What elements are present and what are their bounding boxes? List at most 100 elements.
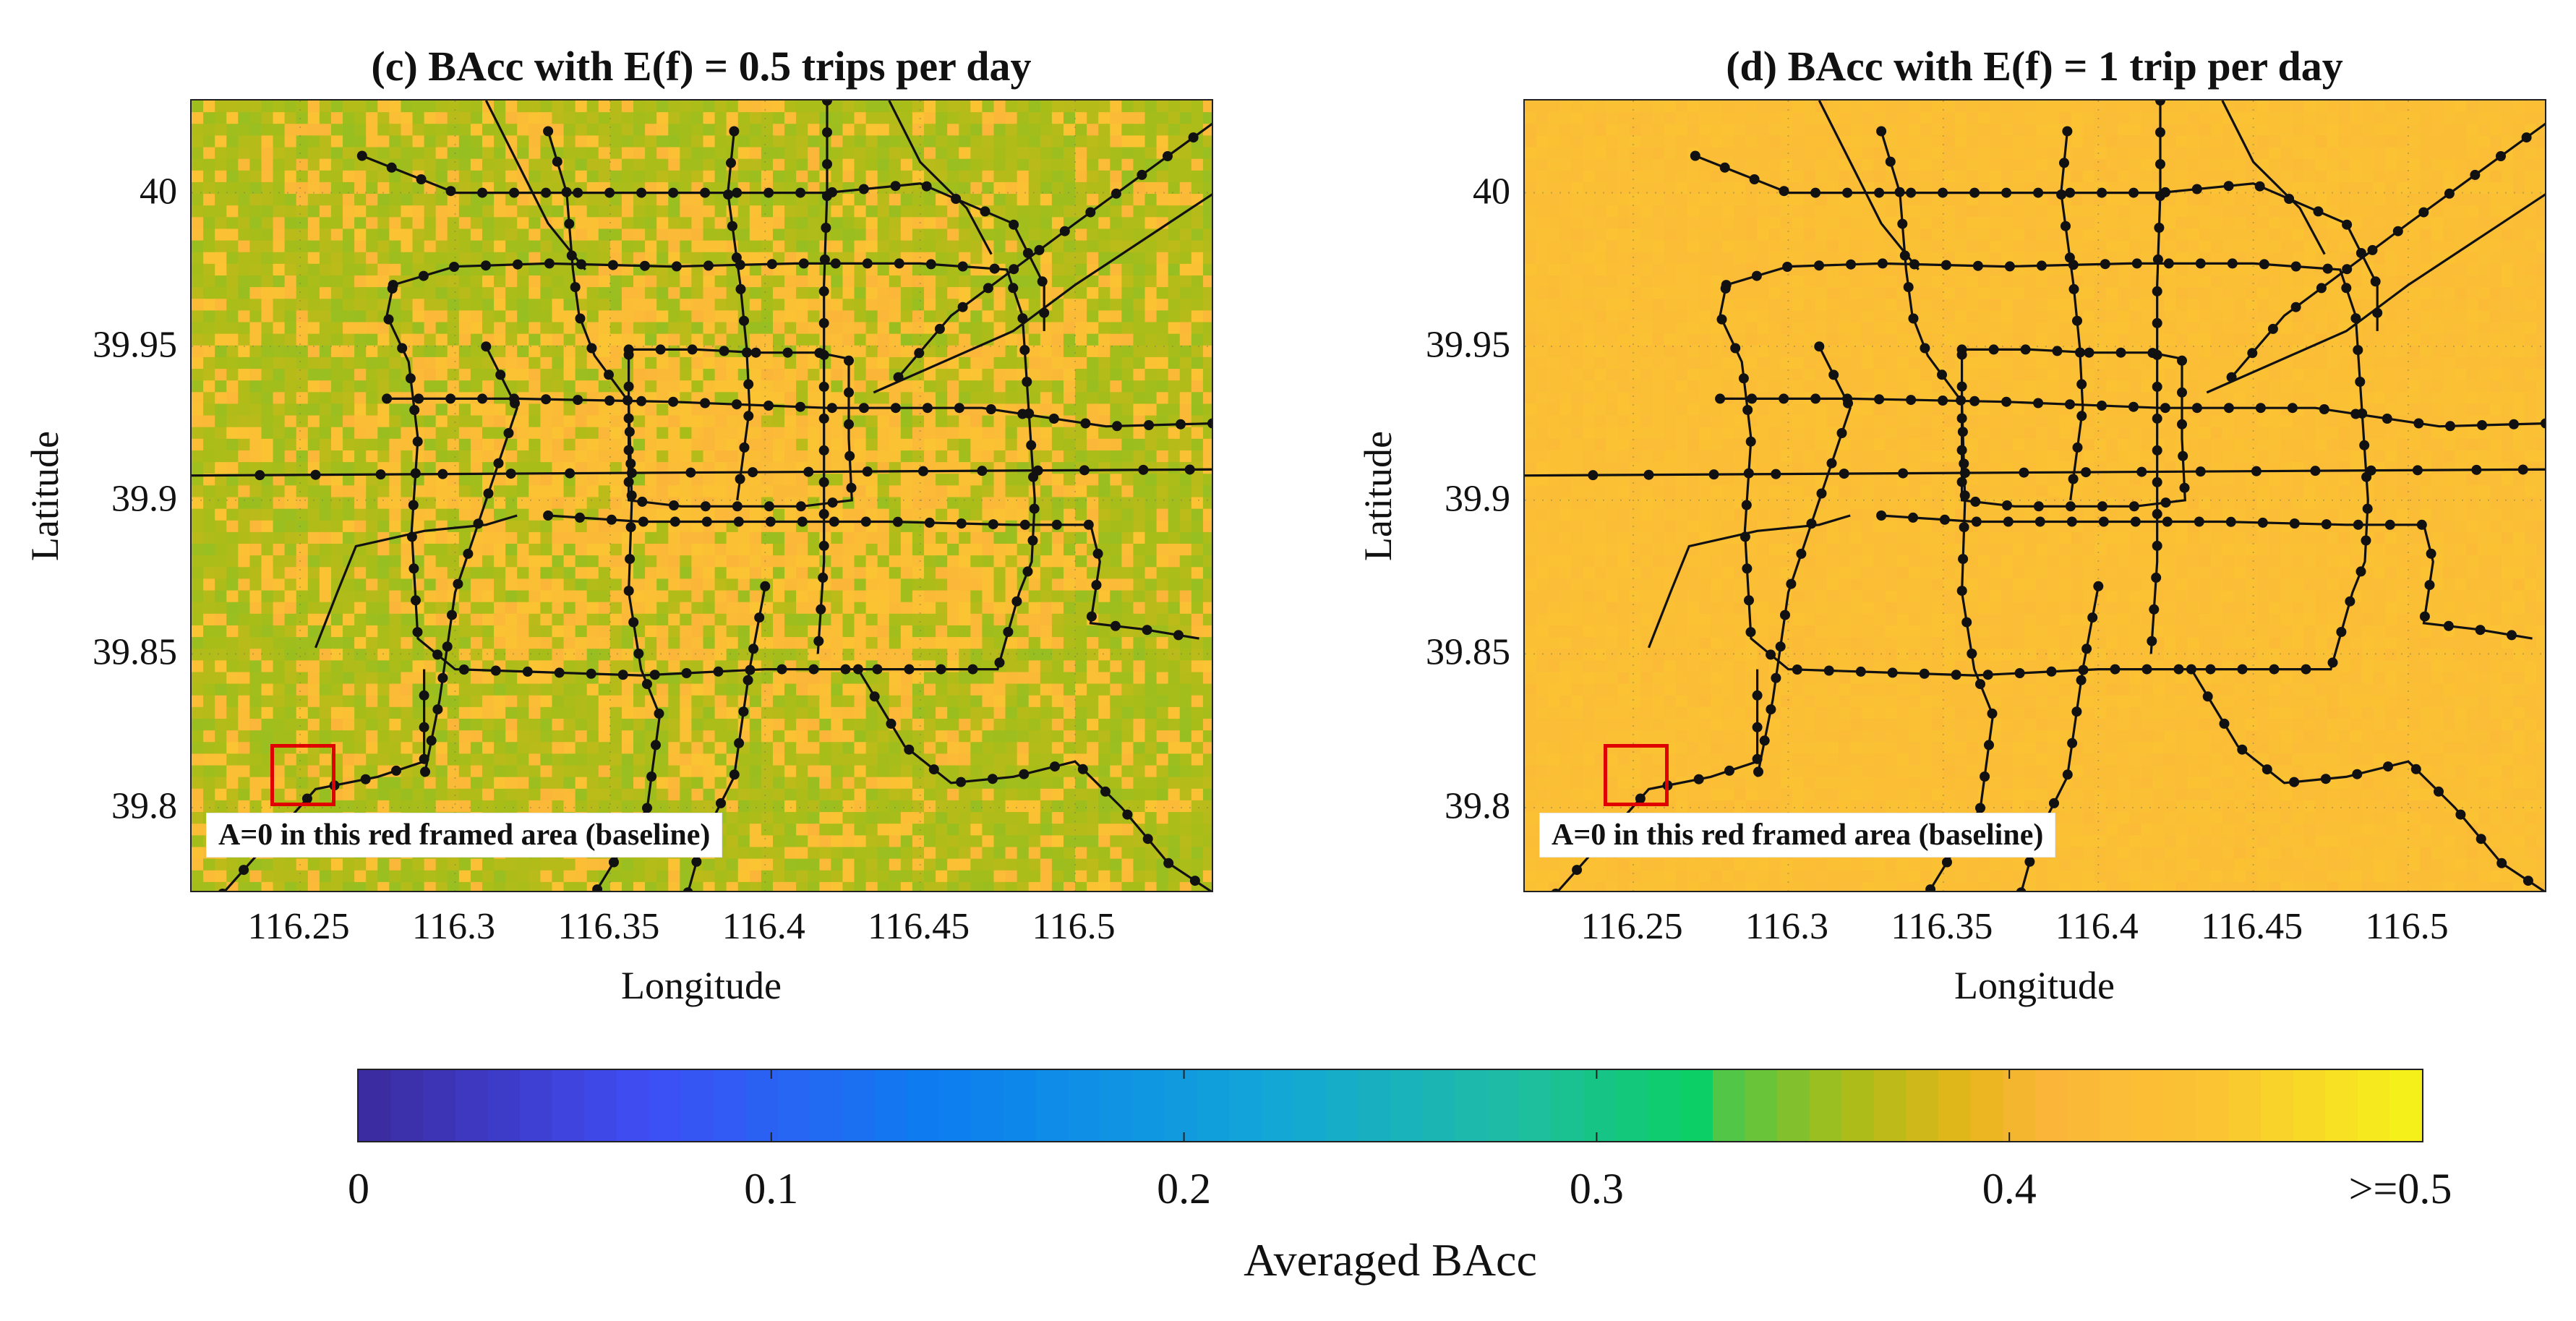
heatmap-cell	[552, 706, 565, 719]
heatmap-cell	[424, 228, 437, 241]
heatmap-cell	[1202, 531, 1212, 544]
heatmap-cell	[1051, 474, 1064, 486]
heatmap-cell	[993, 135, 1006, 148]
heatmap-cell	[412, 240, 425, 253]
heatmap-cell	[1075, 706, 1087, 719]
heatmap-cell	[656, 508, 669, 521]
heatmap-cell	[192, 228, 204, 241]
heatmap-cell	[226, 520, 239, 533]
heatmap-cell	[1063, 380, 1076, 393]
heatmap-cell	[668, 450, 680, 463]
heatmap-cell	[808, 531, 820, 544]
heatmap-cell	[203, 322, 215, 335]
heatmap-cell	[1028, 649, 1041, 661]
heatmap-cell	[1133, 228, 1146, 241]
heatmap-cell	[552, 369, 565, 381]
heatmap-cell	[377, 240, 390, 253]
heatmap-cell	[261, 578, 274, 591]
heatmap-cell	[621, 637, 634, 649]
heatmap-cell	[609, 590, 622, 603]
heatmap-cell	[424, 310, 437, 323]
heatmap-cell	[424, 555, 437, 568]
heatmap-cell	[1156, 322, 1169, 335]
heatmap-cell	[819, 625, 831, 638]
heatmap-cell	[1075, 392, 1087, 405]
heatmap-cell	[598, 485, 611, 498]
heatmap-cell	[343, 613, 355, 626]
heatmap-cell	[494, 345, 506, 358]
heatmap-cell	[284, 660, 297, 673]
heatmap-cell	[609, 135, 622, 148]
heatmap-cell	[1098, 508, 1111, 521]
heatmap-cell	[691, 369, 704, 381]
heatmap-cell	[458, 462, 471, 474]
heatmap-cell	[1098, 531, 1111, 544]
heatmap-cell	[1168, 287, 1181, 299]
heatmap-cell	[900, 555, 913, 568]
heatmap-cell	[330, 310, 343, 323]
heatmap-cell	[273, 590, 286, 603]
heatmap-cell	[1156, 683, 1169, 696]
heatmap-cell	[330, 369, 343, 381]
heatmap-cell	[435, 719, 448, 731]
heatmap-cell	[982, 637, 995, 649]
heatmap-cell	[772, 649, 785, 661]
heatmap-cell	[458, 730, 471, 743]
heatmap-cell	[656, 590, 669, 603]
heatmap-cell	[784, 194, 797, 206]
heatmap-cell	[680, 170, 693, 183]
heatmap-cell	[238, 380, 250, 393]
heatmap-cell	[215, 333, 227, 346]
heatmap-cell	[609, 649, 622, 661]
heatmap-cell	[726, 299, 739, 311]
heatmap-cell	[447, 742, 460, 755]
heatmap-cell	[726, 625, 739, 638]
heatmap-cell	[249, 695, 262, 708]
heatmap-cell	[1028, 299, 1041, 311]
heatmap-cell	[680, 310, 693, 323]
heatmap-cell	[993, 462, 1006, 474]
heatmap-cell	[633, 322, 646, 335]
heatmap-cell	[563, 531, 576, 544]
heatmap-cell	[482, 508, 495, 521]
heatmap-cell	[529, 683, 541, 696]
heatmap-cell	[284, 322, 297, 335]
heatmap-cell	[609, 660, 622, 673]
heatmap-cell	[645, 356, 657, 369]
heatmap-cell	[273, 101, 286, 113]
heatmap-cell	[389, 497, 402, 510]
heatmap-cell	[1121, 508, 1134, 521]
heatmap-cell	[877, 450, 890, 463]
heatmap-cell	[668, 438, 680, 451]
heatmap-cell	[1156, 356, 1169, 369]
heatmap-cell	[330, 415, 343, 428]
heatmap-cell	[1168, 695, 1181, 708]
heatmap-cell	[389, 719, 402, 731]
heatmap-cell	[1051, 112, 1064, 124]
heatmap-cell	[354, 485, 367, 498]
heatmap-cell	[912, 672, 925, 685]
heatmap-cell	[796, 322, 808, 335]
heatmap-cell	[737, 649, 750, 661]
heatmap-cell	[609, 124, 622, 136]
heatmap-cell	[680, 520, 693, 533]
heatmap-cell	[401, 158, 414, 171]
heatmap-cell	[458, 135, 471, 148]
heatmap-cell	[401, 555, 414, 568]
heatmap-cell	[343, 683, 355, 696]
heatmap-cell	[772, 228, 785, 241]
heatmap-cell	[877, 613, 890, 626]
heatmap-cell	[633, 135, 646, 148]
heatmap-cell	[959, 356, 971, 369]
heatmap-cell	[389, 252, 402, 265]
heatmap-cell	[1017, 730, 1030, 743]
heatmap-cell	[192, 135, 204, 148]
heatmap-cell	[924, 613, 936, 626]
heatmap-cell	[633, 310, 646, 323]
heatmap-cell	[319, 170, 332, 183]
heatmap-cell	[563, 520, 576, 533]
heatmap-cell	[609, 531, 622, 544]
heatmap-cell	[993, 415, 1006, 428]
heatmap-cell	[668, 228, 680, 241]
heatmap-cell	[900, 590, 913, 603]
